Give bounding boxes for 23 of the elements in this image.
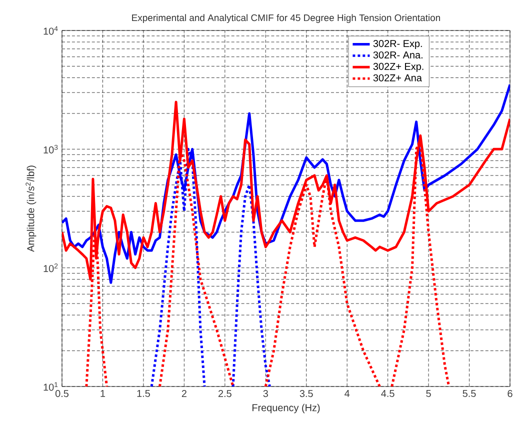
x-tick-label: 3	[263, 390, 268, 398]
x-tick-label: 6	[508, 390, 512, 398]
y-tick-label: 10$^{1}$	[44, 382, 58, 391]
legend-label: 302R- Exp.	[373, 40, 422, 50]
x-tick-label: 1.5	[137, 390, 150, 397]
y-tick-label: 10$^{2}$	[44, 264, 58, 272]
legend-label: 302Z+ Exp.	[373, 62, 424, 72]
y-tick-label: 10$^{3}$	[44, 144, 58, 154]
x-tick-label: 3.5	[300, 390, 313, 398]
x-tick-label: 4.5	[381, 390, 394, 397]
x-tick-label: 5.5	[462, 390, 476, 397]
x-tick-label: 4	[344, 390, 350, 397]
legend-label: 302Z+ Ana	[373, 74, 422, 82]
x-tick-label: 2.5	[218, 390, 232, 398]
x-tick-label: 2	[182, 390, 186, 397]
legend-label: 302R- Ana.	[373, 51, 422, 59]
chart-title: Experimental and Analytical CMIF for 45 Degree High Tension Orientation	[132, 14, 440, 23]
x-axis-title: Frequency (Hz)	[252, 404, 320, 414]
y-tick-label: 10$^{4}$	[44, 26, 58, 35]
x-tick-label: 5	[426, 390, 431, 397]
y-axis-title: Amplitude (in/s$^{2}$/lbf)	[26, 166, 36, 252]
x-tick-label: 0.5	[55, 390, 69, 398]
x-tick-label: 1	[100, 390, 106, 397]
